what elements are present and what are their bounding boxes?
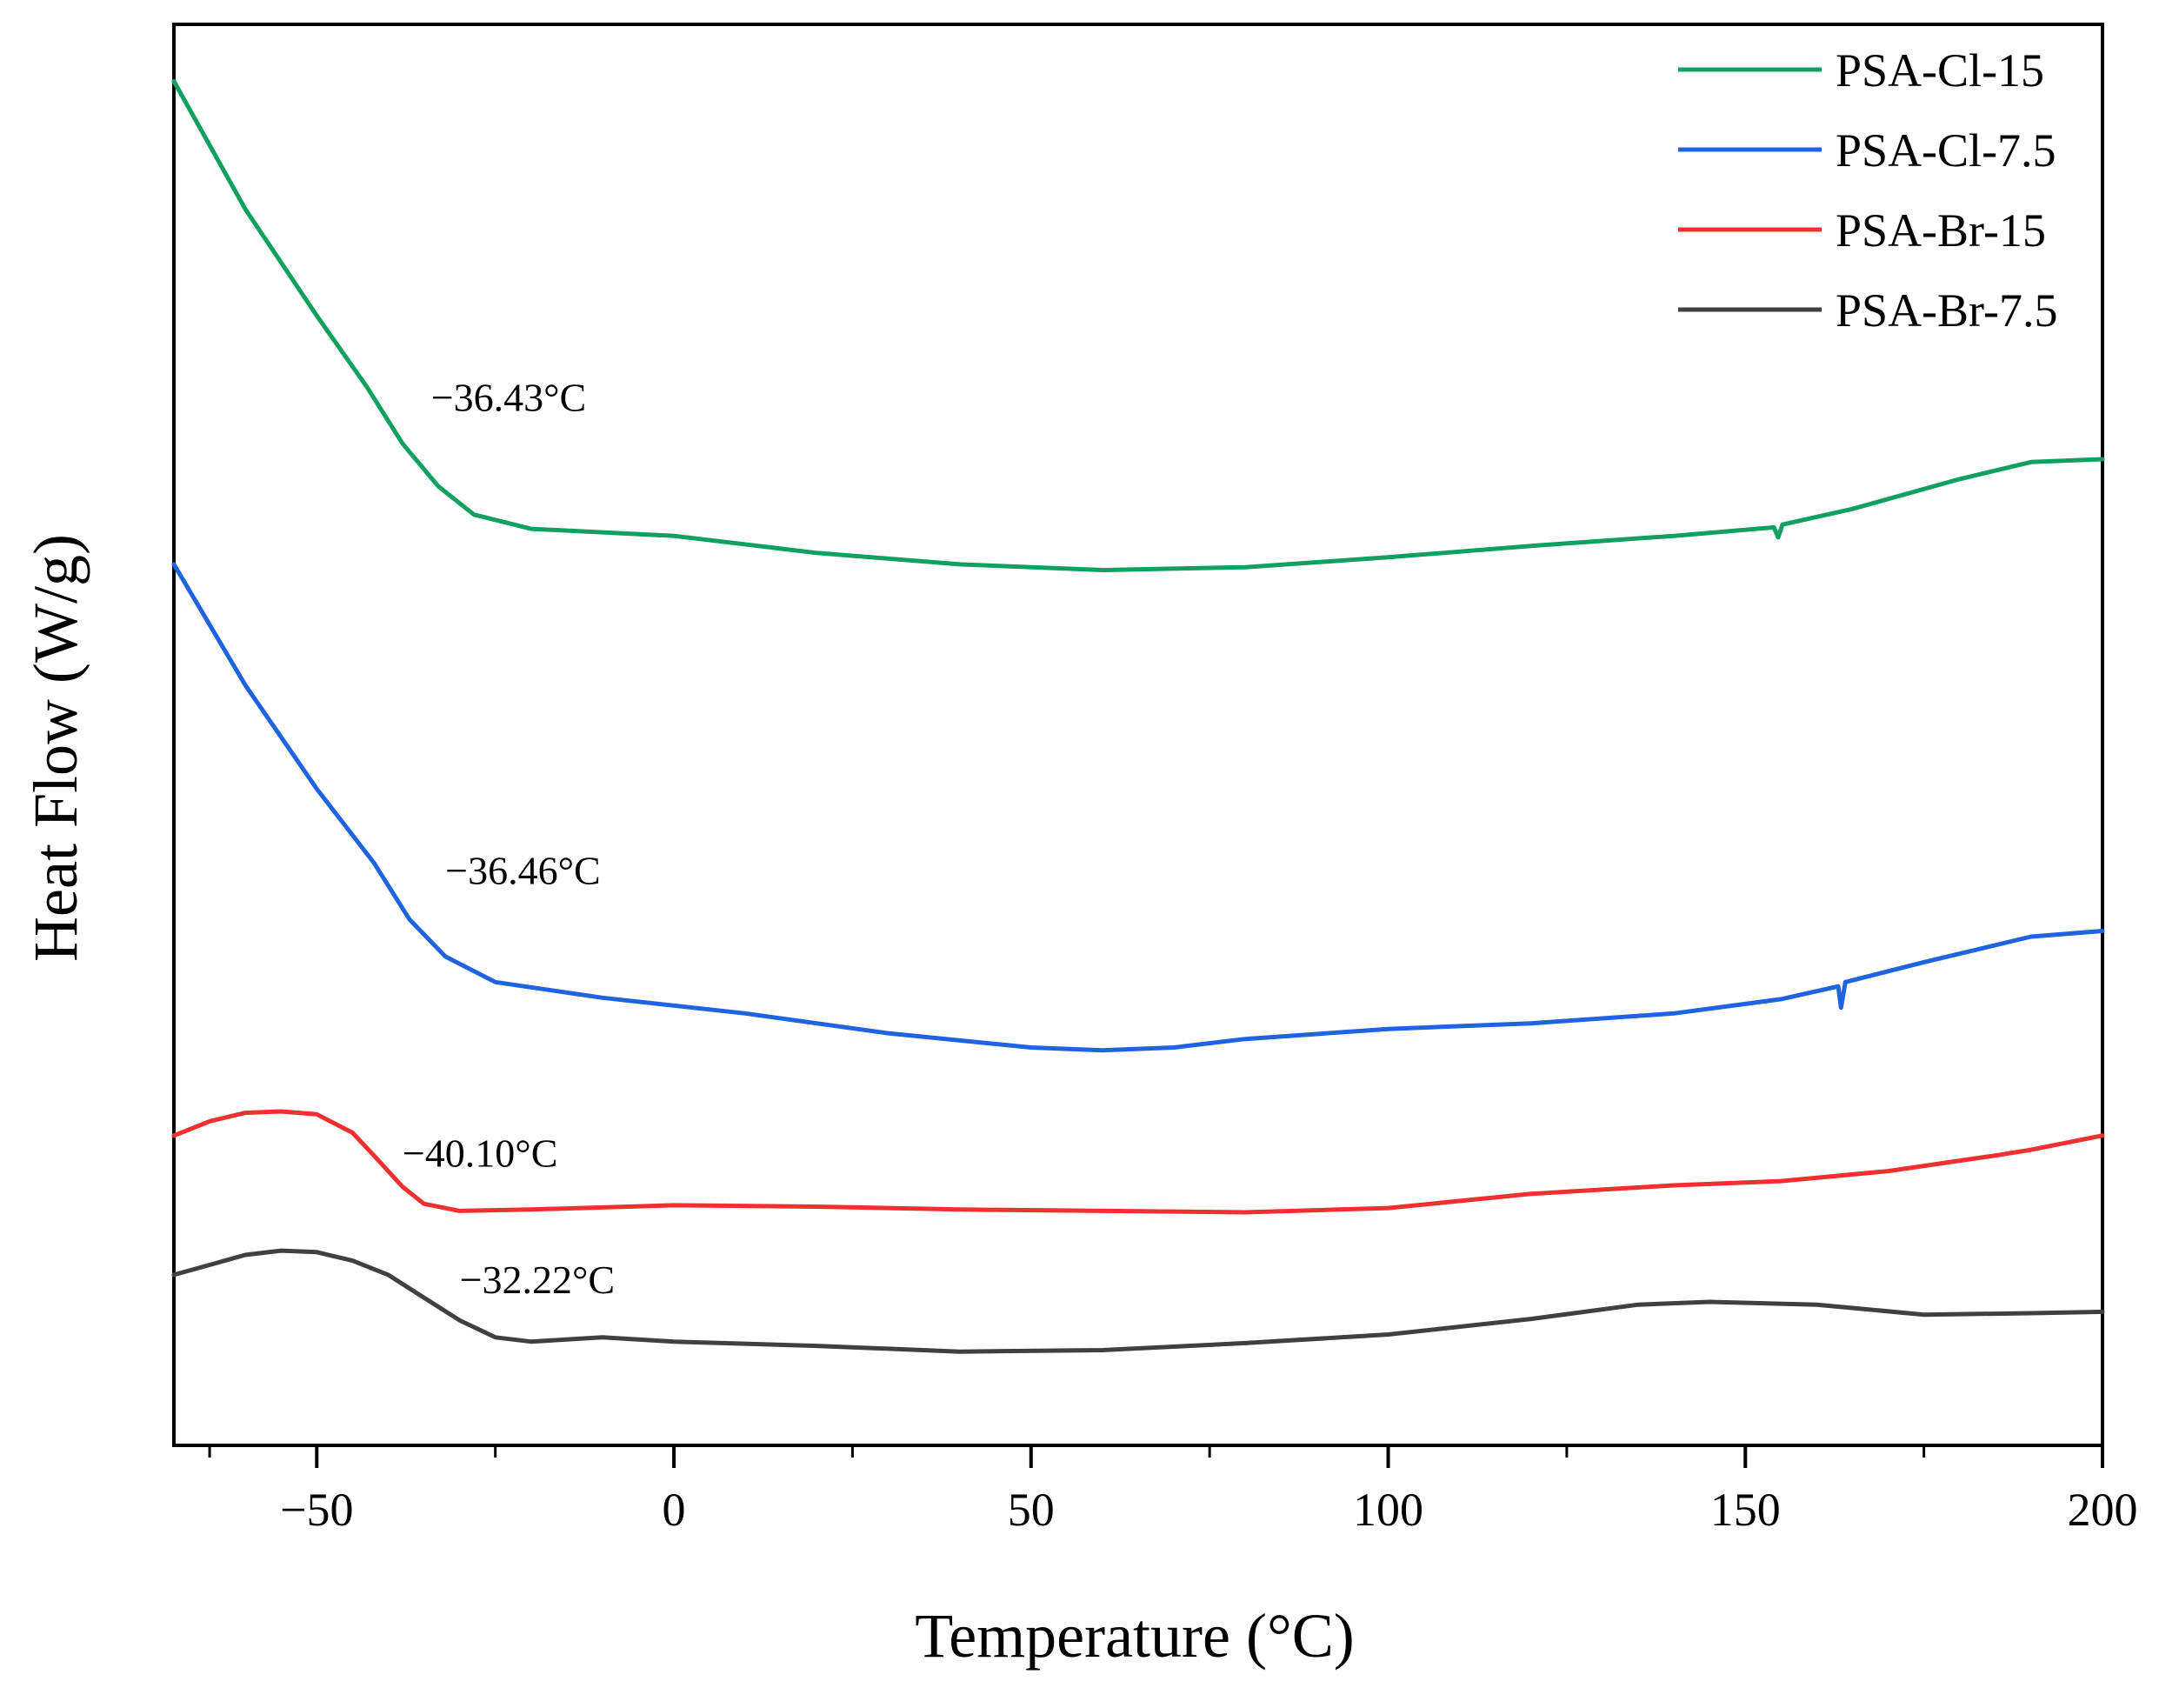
plot-frame [172, 23, 2104, 1447]
x-axis-ticks: −50 0 50 100 150 200 [208, 1445, 2138, 1536]
series-layer [171, 78, 2105, 1354]
series-line-psa-br-7-5 [171, 1248, 2105, 1354]
tg-annotation: −40.10°C [403, 1131, 558, 1176]
legend-label-psa-br-7-5: PSA-Br-7.5 [1836, 284, 2057, 337]
x-axis-title: Temperature (°C) [915, 1601, 1355, 1671]
legend-label-psa-br-15: PSA-Br-15 [1836, 204, 2046, 257]
legend-label-psa-cl-7-5: PSA-Cl-7.5 [1836, 124, 2056, 177]
x-tick-label: 50 [1008, 1484, 1055, 1536]
x-tick-label: 0 [663, 1484, 686, 1536]
tg-annotation: −36.43°C [431, 375, 587, 419]
legend-label-psa-cl-15: PSA-Cl-15 [1836, 44, 2044, 97]
y-axis-title: Heat Flow (W/g) [21, 534, 90, 962]
series-line-psa-cl-15 [171, 78, 2105, 572]
legend: PSA-Cl-15 PSA-Cl-7.5 PSA-Br-15 PSA-Br-7.5 [1678, 44, 2057, 337]
plot-border [172, 23, 2104, 1447]
x-tick-label: 100 [1353, 1484, 1423, 1536]
tg-annotation: −36.46°C [445, 849, 601, 893]
tg-annotation: −32.22°C [460, 1258, 616, 1302]
series-line-psa-br-15 [171, 1109, 2105, 1215]
x-tick-label: 150 [1710, 1484, 1781, 1536]
series-line-psa-cl-7-5 [171, 562, 2105, 1053]
x-tick-label: −50 [280, 1484, 353, 1536]
annotation-layer: −36.43°C −36.46°C −40.10°C −32.22°C [403, 375, 615, 1302]
x-tick-label: 200 [2068, 1484, 2138, 1536]
